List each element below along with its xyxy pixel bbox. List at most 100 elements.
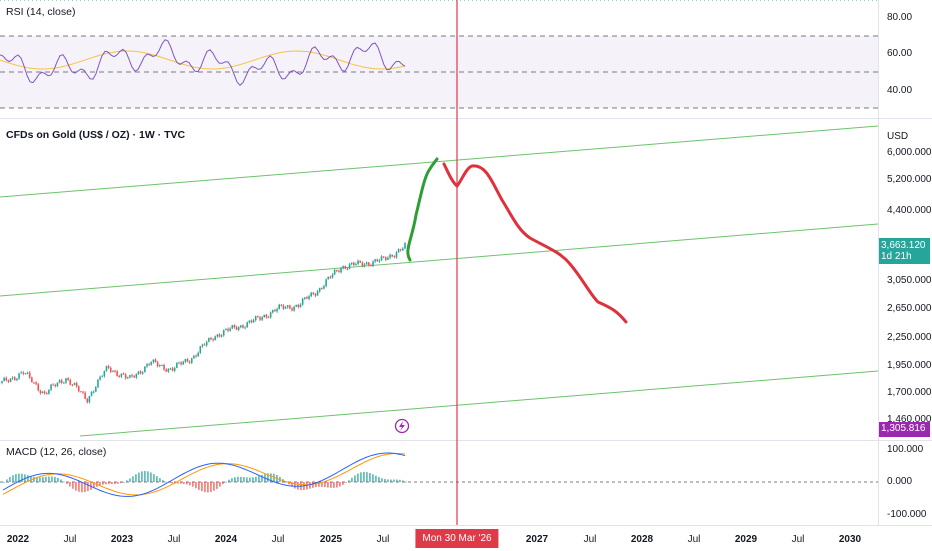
candle-body [310, 292, 312, 297]
candle-body [60, 380, 63, 383]
macd-axis[interactable]: 100.000 0.000 -100.000 [878, 441, 932, 525]
macd-line [2, 452, 406, 497]
candle-body [284, 307, 287, 309]
candle-body [278, 304, 280, 309]
macd-histogram-bar [129, 478, 131, 482]
projection-up-curve [406, 157, 439, 262]
rsi-title: RSI (14, close) [6, 6, 76, 18]
candle-body [261, 317, 263, 320]
rsi-pane[interactable]: RSI (14, close) [0, 0, 878, 118]
channel-lower-line [79, 370, 879, 437]
candle-body [107, 366, 110, 368]
candle-body [338, 270, 340, 273]
candle-body [242, 325, 244, 328]
candle-body [199, 346, 202, 353]
candle-body [325, 279, 327, 287]
time-label: Jul [687, 534, 701, 545]
macd-histogram-bar [186, 482, 188, 485]
candle-body [254, 316, 257, 321]
macd-histogram-bar [39, 477, 41, 482]
macd-histogram-bar [75, 482, 77, 491]
macd-histogram-bar [63, 481, 65, 483]
candle-body [116, 371, 118, 376]
candle-body [48, 389, 50, 394]
candle-body [184, 359, 187, 362]
macd-histogram-bar [243, 477, 245, 482]
candle-body [208, 337, 210, 342]
macd-histogram-bar [237, 476, 239, 482]
candle-body [203, 344, 206, 346]
macd-histogram-bar [93, 482, 95, 489]
time-label: 2029 [734, 534, 758, 545]
price-pane[interactable]: CFDs on Gold (US$ / OZ) · 1W · TVC [0, 119, 878, 441]
projection-down-curve [442, 162, 628, 324]
rsi-axis[interactable]: 80.00 60.00 40.00 [878, 0, 932, 118]
macd-histogram-bar [117, 482, 119, 484]
candle-body [246, 322, 249, 328]
time-label: 2025 [319, 534, 343, 545]
candle-body [387, 257, 389, 260]
price-axis[interactable]: USD 6,000.000 5,200.000 4,400.000 3,050.… [878, 119, 932, 441]
price-axis-label: 6,000.000 [887, 147, 932, 158]
macd-histogram-bar [246, 477, 248, 482]
candle-body [90, 392, 93, 396]
macd-histogram-bar [372, 474, 374, 482]
candle-body [146, 364, 148, 367]
macd-histogram-bar [252, 477, 254, 482]
candle-body [75, 383, 78, 387]
rsi-ma-line [0, 50, 406, 70]
candle-body [13, 377, 16, 381]
candle-body [297, 304, 300, 307]
candle-body [82, 391, 84, 393]
candle-body [370, 265, 372, 267]
candle-body [84, 392, 86, 399]
macd-histogram-bar [321, 482, 323, 487]
macd-histogram-bar [255, 476, 257, 482]
candle-body [282, 305, 285, 309]
candle-body [267, 317, 270, 319]
candle-body [101, 376, 104, 378]
macd-histogram-bar [354, 475, 356, 482]
price-axis-label: 4,400.000 [887, 205, 932, 216]
macd-pane[interactable]: MACD (12, 26, close) [0, 441, 878, 525]
candle-body [176, 362, 178, 368]
macd-histogram-bar [228, 479, 230, 482]
candle-body [28, 372, 31, 378]
time-axis[interactable]: 2022 Jul 2023 Jul 2024 Jul 2025 Jul 2027… [0, 525, 932, 551]
pane-separator[interactable] [0, 118, 932, 119]
candle-body [240, 325, 242, 328]
candle-body [399, 249, 402, 251]
price-axis-label: 5,200.000 [887, 174, 932, 185]
macd-histogram-bar [291, 482, 293, 487]
macd-histogram-bar [339, 482, 341, 487]
time-label: Jul [583, 534, 597, 545]
macd-histogram-bar [267, 473, 269, 482]
candle-body [71, 384, 74, 386]
macd-histogram-bar [36, 477, 38, 482]
candle-body [235, 327, 238, 330]
candle-body [359, 260, 362, 263]
macd-histogram-bar [159, 478, 161, 482]
candle-body [67, 378, 69, 380]
candle-body [385, 257, 387, 260]
candle-body [229, 328, 231, 331]
candle-body [291, 308, 293, 311]
candle-body [331, 274, 334, 278]
macd-histogram-bar [189, 482, 191, 486]
channel-middle-line [0, 223, 879, 297]
macd-histogram-bar [84, 482, 86, 493]
macd-histogram-bar [132, 476, 134, 482]
candle-body [182, 361, 185, 365]
pane-separator[interactable] [0, 440, 932, 441]
candle-body [156, 362, 159, 367]
macd-histogram-bar [294, 482, 296, 489]
candle-body [218, 334, 221, 337]
macd-histogram-bar [9, 477, 11, 482]
macd-histogram-bar [219, 482, 221, 487]
macd-histogram-bar [270, 473, 272, 482]
candle-body [167, 368, 170, 372]
time-label: 2023 [110, 534, 134, 545]
macd-histogram-bar [213, 482, 215, 491]
candle-body [269, 312, 272, 318]
